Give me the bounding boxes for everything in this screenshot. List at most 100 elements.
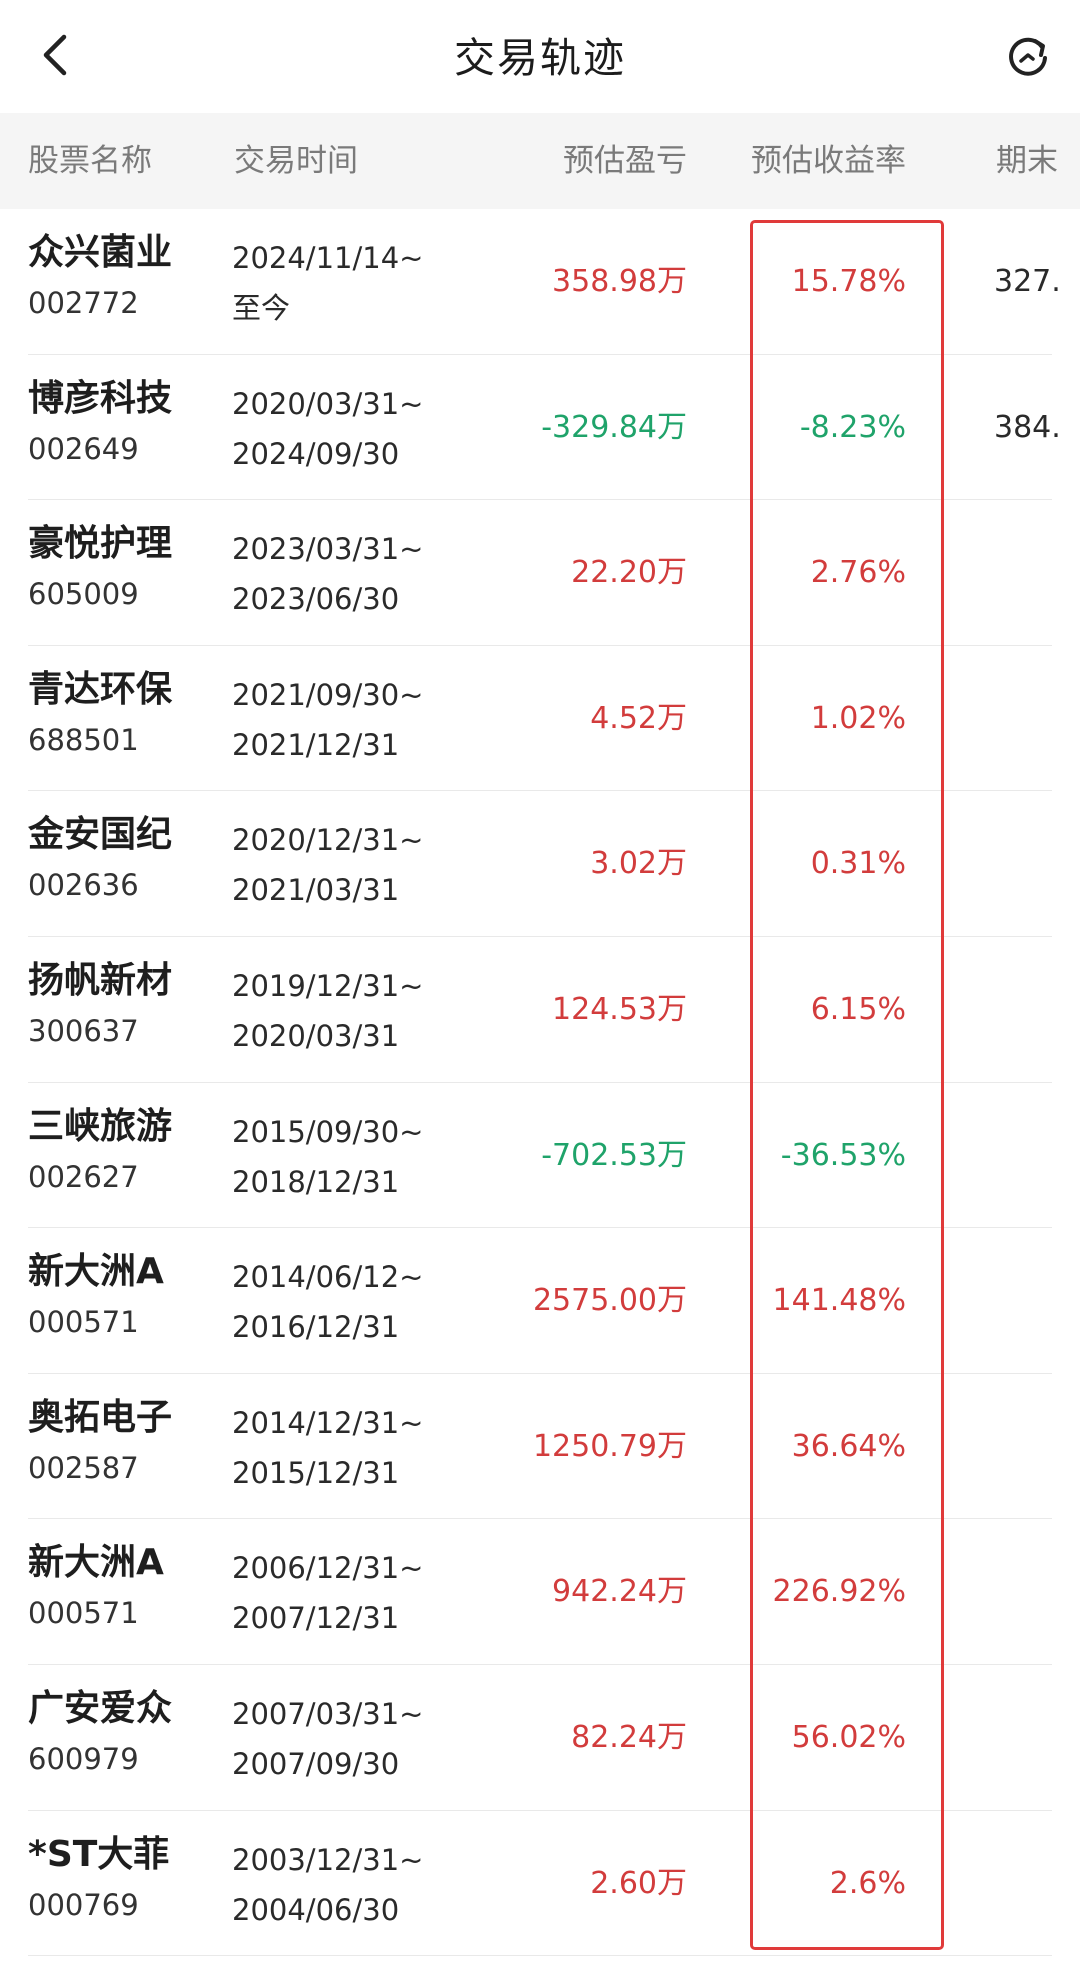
stock-code: 605009: [28, 577, 139, 612]
refresh-icon: [1009, 37, 1047, 76]
stock-code: 000571: [28, 1596, 139, 1631]
stock-code: 002627: [28, 1159, 139, 1194]
stock-cell: 博彦科技 002649: [28, 375, 228, 473]
stock-cell: 新大洲A 000571: [28, 1539, 228, 1637]
stock-cell: *ST大菲 000769: [28, 1831, 228, 1929]
period-end-value: [994, 937, 1080, 1082]
table-row[interactable]: 豪悦护理 605009 2023/03/31~ 2023/06/30 22.20万 2.7…: [0, 500, 1080, 646]
stock-name: 广安爱众: [28, 1687, 173, 1729]
trade-end: 至今: [232, 291, 291, 325]
estimated-pnl: 942.24万: [552, 1574, 687, 1610]
nav-bar: 交易轨迹: [0, 0, 1080, 113]
period-end-value: [994, 1519, 1080, 1664]
trade-end: 2021/12/31: [232, 727, 400, 762]
stock-cell: 金安国纪 002636: [28, 811, 228, 909]
stock-cell: 奥拓电子 002587: [28, 1394, 228, 1492]
stock-cell: 新大洲A 000571: [28, 1248, 228, 1346]
stock-code: 002649: [28, 431, 139, 466]
period-end-value: [994, 1665, 1080, 1810]
trade-time-cell: 2003/12/31~ 2004/06/30: [232, 1835, 442, 1935]
trade-time-cell: 2014/06/12~ 2016/12/31: [232, 1252, 442, 1352]
stock-name: 博彦科技: [28, 377, 173, 419]
stock-cell: 豪悦护理 605009: [28, 520, 228, 618]
estimated-return: 6.15%: [810, 991, 906, 1027]
trade-start: 2006/12/31~: [232, 1551, 424, 1586]
trade-end: 2007/12/31: [232, 1601, 400, 1636]
table-row[interactable]: 博彦科技 002649 2020/03/31~ 2024/09/30 -329.84万 -…: [0, 355, 1080, 501]
period-end-value: [994, 1083, 1080, 1228]
table-row[interactable]: 新大洲A 000571 2014/06/12~ 2016/12/31 2575.00万 1…: [0, 1228, 1080, 1374]
stock-name: 青达环保: [28, 668, 173, 710]
header-trade-time[interactable]: 交易时间: [234, 143, 358, 179]
trade-time-cell: 2020/12/31~ 2021/03/31: [232, 815, 442, 915]
trade-start: 2003/12/31~: [232, 1842, 424, 1877]
table-row[interactable]: 奥拓电子 002587 2014/12/31~ 2015/12/31 1250.79万 3…: [0, 1374, 1080, 1520]
trade-start: 2021/09/30~: [232, 677, 424, 712]
trade-time-cell: 2020/03/31~ 2024/09/30: [232, 379, 442, 479]
trade-end: 2004/06/30: [232, 1892, 400, 1927]
estimated-pnl: 22.20万: [571, 555, 687, 591]
back-button[interactable]: [30, 26, 80, 84]
stock-cell: 三峡旅游 002627: [28, 1103, 228, 1201]
stock-name: 新大洲A: [28, 1542, 164, 1584]
table-row[interactable]: *ST大菲 000769 2003/12/31~ 2004/06/30 2.60万 2.6…: [0, 1811, 1080, 1957]
header-estimated-return[interactable]: 预估收益率: [751, 143, 906, 179]
trade-end: 2020/03/31: [232, 1018, 400, 1053]
table-row[interactable]: 广安爱众 600979 2007/03/31~ 2007/09/30 82.24万 56.…: [0, 1665, 1080, 1811]
trade-list: 众兴菌业 002772 2024/11/14~ 至今 358.98万 15.78% 327.…: [0, 209, 1080, 1956]
period-end-value: [994, 500, 1080, 645]
trade-start: 2014/12/31~: [232, 1405, 424, 1440]
trade-start: 2023/03/31~: [232, 532, 424, 567]
trade-start: 2020/12/31~: [232, 823, 424, 858]
estimated-pnl: 124.53万: [552, 991, 687, 1027]
trade-start: 2014/06/12~: [232, 1260, 424, 1295]
period-end-value: [994, 1374, 1080, 1519]
stock-cell: 众兴菌业 002772: [28, 229, 228, 327]
stock-code: 002772: [28, 286, 139, 320]
estimated-pnl: 4.52万: [590, 700, 687, 736]
trade-end: 2015/12/31: [232, 1455, 400, 1490]
trade-time-cell: 2024/11/14~ 至今: [232, 233, 442, 333]
trade-time-cell: 2023/03/31~ 2023/06/30: [232, 524, 442, 624]
stock-name: 奥拓电子: [28, 1396, 173, 1438]
stock-code: 688501: [28, 722, 139, 757]
estimated-return: 2.76%: [810, 555, 906, 591]
trade-start: 2024/11/14~: [232, 241, 424, 275]
estimated-return: 36.64%: [791, 1428, 906, 1464]
trade-end: 2021/03/31: [232, 873, 400, 908]
table-row[interactable]: 青达环保 688501 2021/09/30~ 2021/12/31 4.52万 1.02…: [0, 646, 1080, 792]
trade-time-cell: 2019/12/31~ 2020/03/31: [232, 961, 442, 1061]
estimated-return: 1.02%: [810, 700, 906, 736]
estimated-return: 56.02%: [791, 1719, 906, 1755]
header-estimated-pnl[interactable]: 预估盈亏: [563, 143, 687, 179]
stock-name: 豪悦护理: [28, 523, 173, 565]
period-end-value: [994, 791, 1080, 936]
stock-code: 300637: [28, 1013, 139, 1048]
stock-name: 三峡旅游: [28, 1105, 173, 1147]
stock-cell: 扬帆新材 300637: [28, 957, 228, 1055]
estimated-pnl: 2.60万: [590, 1865, 687, 1901]
table-row[interactable]: 新大洲A 000571 2006/12/31~ 2007/12/31 942.24万 22…: [0, 1519, 1080, 1665]
period-end-value: [994, 646, 1080, 791]
table-row[interactable]: 三峡旅游 002627 2015/09/30~ 2018/12/31 -702.53万 -…: [0, 1083, 1080, 1229]
page-title: 交易轨迹: [454, 34, 626, 82]
estimated-pnl: 2575.00万: [532, 1283, 687, 1319]
estimated-pnl: 358.98万: [552, 264, 687, 299]
stock-code: 002636: [28, 868, 139, 903]
estimated-return: -36.53%: [780, 1137, 906, 1173]
trade-end: 2024/09/30: [232, 436, 400, 471]
trade-end: 2023/06/30: [232, 582, 400, 617]
table-row[interactable]: 众兴菌业 002772 2024/11/14~ 至今 358.98万 15.78% 327.: [0, 209, 1080, 355]
trade-start: 2019/12/31~: [232, 968, 424, 1003]
period-end-value: [994, 1228, 1080, 1373]
estimated-return: 141.48%: [772, 1283, 906, 1319]
refresh-button[interactable]: [1002, 30, 1054, 82]
table-row[interactable]: 扬帆新材 300637 2019/12/31~ 2020/03/31 124.53万 6.…: [0, 937, 1080, 1083]
estimated-pnl: -329.84万: [541, 409, 687, 445]
table-row[interactable]: 金安国纪 002636 2020/12/31~ 2021/03/31 3.02万 0.31…: [0, 791, 1080, 937]
trade-end: 2018/12/31: [232, 1164, 400, 1199]
stock-code: 002587: [28, 1450, 139, 1485]
header-stock-name[interactable]: 股票名称: [28, 143, 152, 179]
header-period-end[interactable]: 期末: [996, 143, 1058, 179]
trade-time-cell: 2014/12/31~ 2015/12/31: [232, 1398, 442, 1498]
